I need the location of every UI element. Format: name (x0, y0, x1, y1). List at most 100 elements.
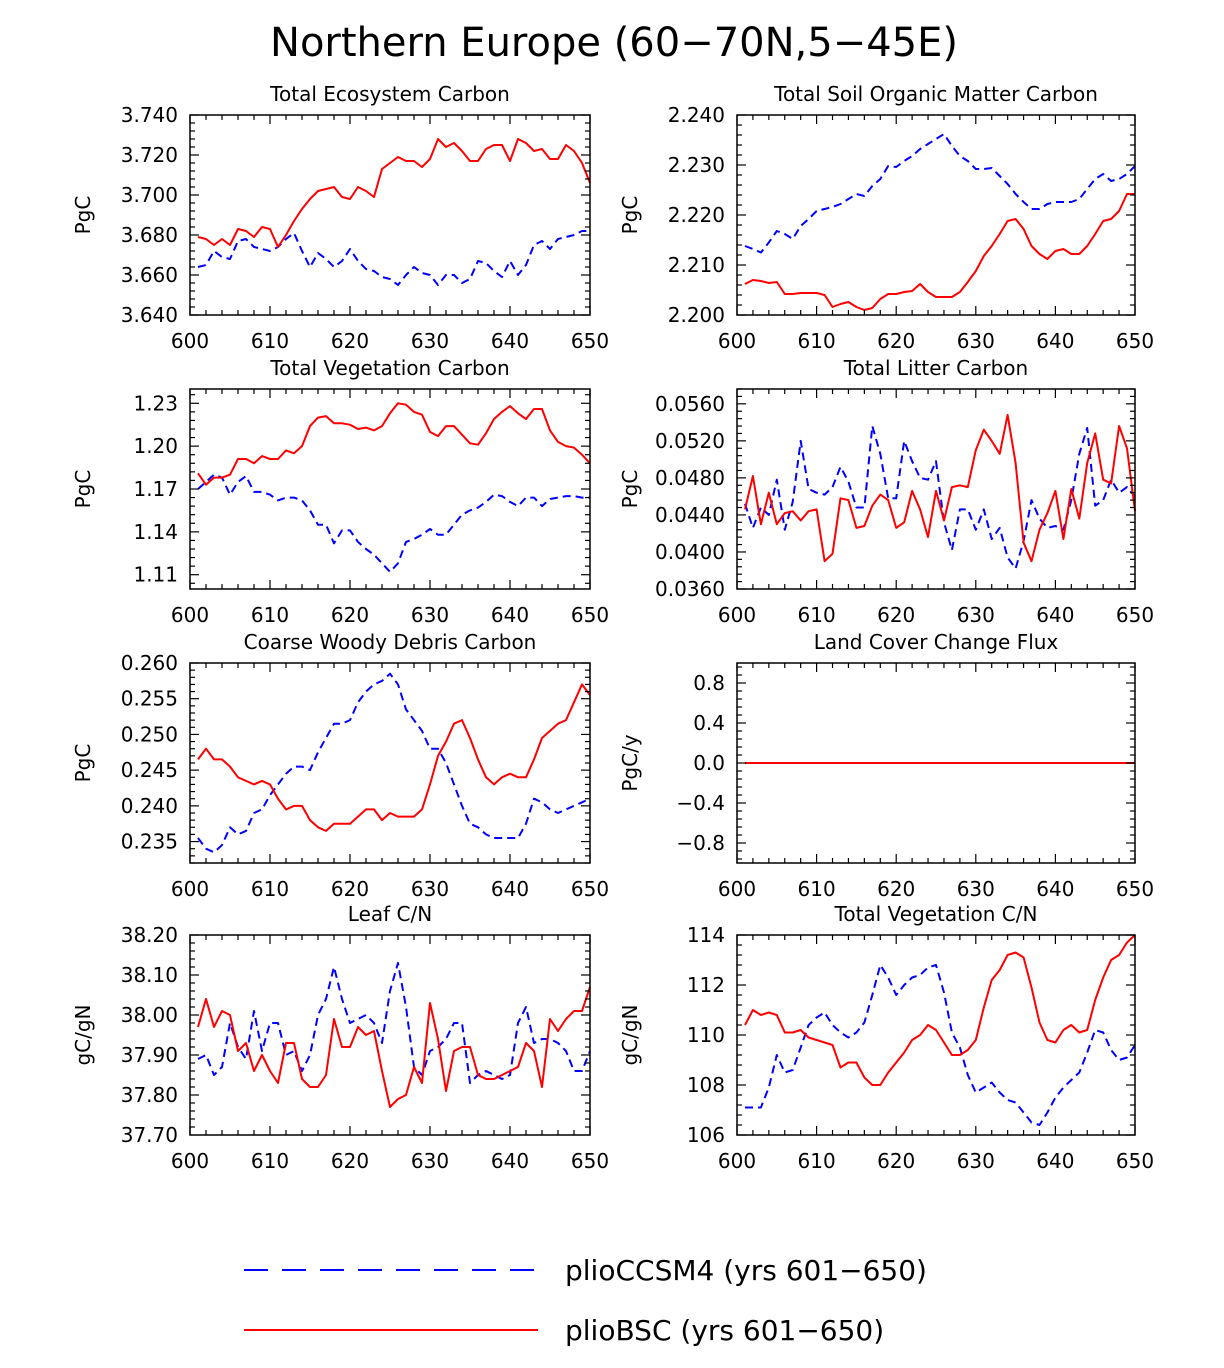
panel-land-cover-change-flux: 600 610 620 630 640 650 −0.8 −0.4 0.0 0.4 0.8 Land … (618, 630, 1154, 901)
y-axis-label: PgC (618, 470, 642, 509)
panel-title: Land Cover Change Flux (814, 630, 1059, 654)
panel-title: Leaf C/N (348, 902, 432, 926)
y-tick-label: 0.0480 (655, 466, 725, 490)
panel-title: Total Litter Carbon (843, 356, 1028, 380)
panel-title: Coarse Woody Debris Carbon (244, 630, 537, 654)
panel-title: Total Vegetation C/N (834, 902, 1038, 926)
plot-frame (189, 388, 591, 590)
x-tick-label: 600 (171, 329, 209, 353)
x-tick-label: 630 (411, 329, 449, 353)
y-axis-label: PgC (71, 744, 95, 783)
series-line-plioBSC (197, 402, 591, 486)
y-tick-label: 0.0440 (655, 503, 725, 527)
series-line-plioBSC (197, 683, 591, 832)
y-tick-label: −0.4 (676, 791, 725, 815)
x-tick-label: 620 (877, 603, 915, 627)
x-tick-label: 600 (718, 329, 756, 353)
y-tick-label: −0.8 (676, 831, 725, 855)
x-tick-label: 610 (798, 1149, 836, 1173)
series-line-pliocCSM4 (197, 672, 591, 854)
x-tick-label: 610 (798, 603, 836, 627)
panel-total-vegetation-carbon: 600 610 620 630 640 650 1.11 1.14 1.17 1.20 1.23 To… (71, 356, 609, 627)
x-tick-label: 640 (491, 877, 529, 901)
panel-title: Total Vegetation Carbon (269, 356, 509, 380)
x-tick-label: 640 (1036, 1149, 1074, 1173)
y-tick-label: 38.20 (121, 923, 178, 947)
x-tick-label: 620 (331, 1149, 369, 1173)
y-tick-label: 0.8 (693, 671, 725, 695)
y-axis-label: PgC (71, 470, 95, 509)
panel-title: Total Ecosystem Carbon (269, 82, 510, 106)
x-tick-label: 640 (1036, 603, 1074, 627)
y-tick-label: 106 (687, 1123, 725, 1147)
y-tick-label: 2.240 (668, 103, 725, 127)
panel-total-vegetation-cn: 600 610 620 630 640 650 106 108 110 112 114 Total V… (618, 902, 1154, 1173)
legend-label-pliocCSM4: plioCCSM4 (yrs 601−650) (565, 1254, 927, 1287)
x-tick-label: 620 (331, 603, 369, 627)
y-tick-label: 0.235 (121, 830, 178, 854)
x-tick-label: 620 (331, 877, 369, 901)
y-tick-label: 1.20 (133, 434, 178, 458)
x-tick-label: 610 (251, 329, 289, 353)
panel-coarse-woody-debris-carbon: 600 610 620 630 640 650 0.235 0.240 0.245 0.250 0.… (71, 630, 609, 901)
y-tick-label: 0.245 (121, 758, 178, 782)
y-tick-label: 2.210 (668, 253, 725, 277)
x-tick-label: 650 (1116, 1149, 1154, 1173)
x-tick-label: 640 (491, 329, 529, 353)
y-axis-label: PgC/y (618, 734, 642, 791)
x-tick-label: 600 (718, 603, 756, 627)
x-tick-label: 640 (491, 603, 529, 627)
y-tick-label: 38.00 (121, 1003, 178, 1027)
x-tick-label: 630 (957, 877, 995, 901)
series-line-pliocCSM4 (197, 230, 590, 286)
y-tick-label: 0.260 (121, 651, 178, 675)
x-tick-label: 610 (798, 329, 836, 353)
series-line-pliocCSM4 (744, 133, 1136, 254)
x-tick-label: 620 (877, 1149, 915, 1173)
series-line-pliocCSM4 (745, 964, 1136, 1126)
y-tick-label: 1.23 (133, 391, 178, 415)
y-tick-label: 2.230 (668, 153, 725, 177)
x-tick-label: 630 (957, 329, 995, 353)
y-tick-label: 0.0400 (655, 540, 725, 564)
panel-total-ecosystem-carbon: 600 610 620 630 640 650 3.640 3.660 3.680 3.700 3.… (71, 82, 609, 353)
y-tick-label: 0.0360 (655, 577, 725, 601)
series-line-plioBSC (744, 413, 1136, 563)
y-tick-label: 0.0520 (655, 429, 725, 453)
y-tick-label: 108 (687, 1073, 725, 1097)
y-tick-label: 37.70 (121, 1123, 178, 1147)
x-tick-label: 650 (1116, 603, 1154, 627)
y-tick-label: 3.680 (121, 223, 178, 247)
figure-title: Northern Europe (60−70N,5−45E) (270, 20, 958, 66)
series-line-plioBSC (197, 138, 591, 248)
y-tick-label: 1.17 (133, 477, 178, 501)
x-tick-label: 640 (1036, 877, 1074, 901)
x-tick-label: 610 (251, 877, 289, 901)
x-tick-label: 620 (877, 877, 915, 901)
y-tick-label: 112 (687, 973, 725, 997)
x-tick-label: 650 (571, 329, 609, 353)
x-tick-label: 650 (1116, 329, 1154, 353)
y-tick-label: 3.720 (121, 143, 178, 167)
y-axis-label: gC/gN (71, 1004, 95, 1065)
y-tick-label: 3.640 (121, 303, 178, 327)
x-tick-label: 610 (251, 603, 289, 627)
x-tick-label: 600 (718, 1149, 756, 1173)
x-tick-label: 600 (718, 877, 756, 901)
plot-frame (189, 114, 591, 316)
x-tick-label: 630 (957, 1149, 995, 1173)
plot-frame (189, 662, 591, 864)
plot-frame (736, 388, 1136, 590)
y-axis-label: PgC (71, 196, 95, 235)
x-tick-label: 650 (571, 877, 609, 901)
y-tick-label: 0.250 (121, 722, 178, 746)
x-tick-label: 610 (798, 877, 836, 901)
x-tick-label: 630 (411, 1149, 449, 1173)
series-line-pliocCSM4 (744, 425, 1136, 570)
panel-leaf-cn: 600 610 620 630 640 650 37.70 37.80 37.90 38.00 38… (71, 902, 609, 1173)
y-axis-label: PgC (618, 196, 642, 235)
y-tick-label: 0.0560 (655, 392, 725, 416)
panel-title: Total Soil Organic Matter Carbon (773, 82, 1098, 106)
y-tick-label: 0.255 (121, 687, 178, 711)
y-tick-label: 37.80 (121, 1083, 178, 1107)
